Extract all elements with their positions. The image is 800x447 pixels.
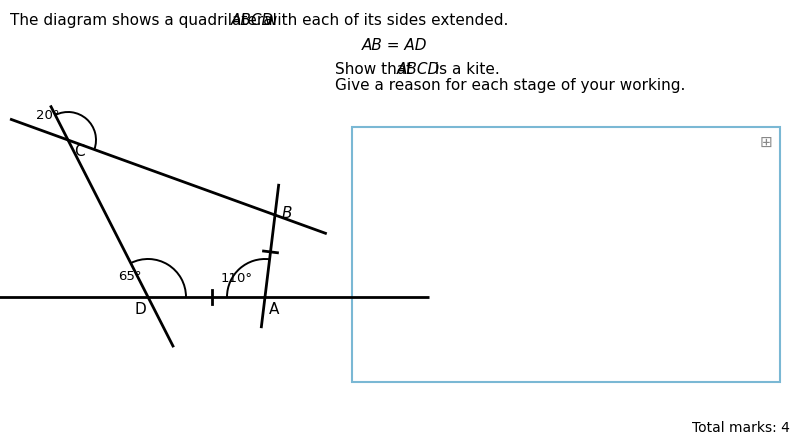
Bar [352,127,780,382]
Text: B: B [282,206,293,220]
Text: A: A [269,302,279,317]
Text: Give a reason for each stage of your working.: Give a reason for each stage of your wor… [335,78,686,93]
Text: is a kite.: is a kite. [430,62,500,77]
Text: 20°: 20° [36,109,60,122]
Text: ABCD: ABCD [231,13,274,28]
Text: with each of its sides extended.: with each of its sides extended. [260,13,508,28]
Text: Show that: Show that [335,62,417,77]
Text: 110°: 110° [221,272,253,285]
Text: ABCD: ABCD [397,62,440,77]
Text: ⊞: ⊞ [759,135,772,150]
Text: C: C [74,144,85,159]
Text: D: D [134,302,146,317]
Text: Total marks: 4: Total marks: 4 [692,421,790,435]
Text: The diagram shows a quadrilateral: The diagram shows a quadrilateral [10,13,282,28]
Text: 65°: 65° [118,270,142,283]
Text: AB = AD: AB = AD [362,38,428,53]
